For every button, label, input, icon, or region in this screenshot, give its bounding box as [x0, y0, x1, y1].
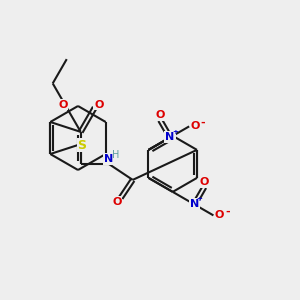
Text: -: -	[201, 117, 206, 128]
Text: H: H	[112, 150, 119, 160]
Text: O: O	[58, 100, 68, 110]
Text: +: +	[172, 129, 178, 135]
Text: N: N	[166, 132, 175, 142]
Text: O: O	[155, 110, 165, 120]
Text: N: N	[104, 154, 113, 164]
Text: -: -	[225, 206, 230, 216]
Text: O: O	[190, 122, 200, 131]
Text: O: O	[215, 210, 224, 220]
Text: S: S	[77, 139, 86, 152]
Text: N: N	[190, 200, 199, 209]
Text: O: O	[112, 197, 122, 207]
Text: O: O	[94, 100, 104, 110]
Text: O: O	[200, 177, 209, 187]
Text: +: +	[196, 196, 202, 202]
